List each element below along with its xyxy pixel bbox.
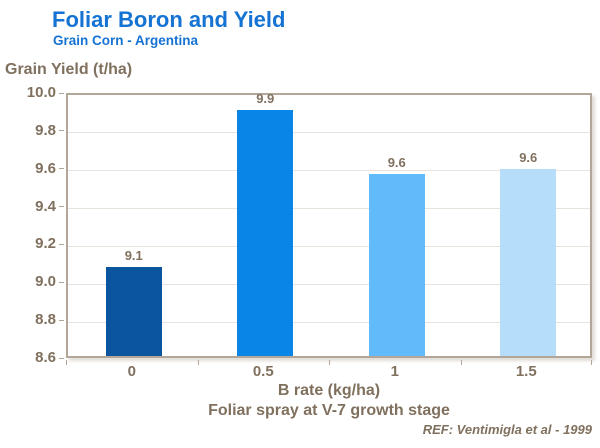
reference-note: REF: Ventimigla et al - 1999 (422, 422, 592, 437)
bar (237, 109, 294, 356)
bar-value-label: 9.6 (387, 155, 406, 171)
y-tick-label: 8.8 (35, 311, 56, 329)
x-tick-mark (591, 360, 592, 365)
y-tick-label: 9.0 (35, 273, 56, 291)
chart-subtitle: Grain Corn - Argentina (53, 33, 199, 48)
x-tick-mark (460, 360, 462, 365)
x-axis-title: B rate (kg/ha) (277, 382, 381, 399)
x-tick-label: 1.5 (515, 363, 537, 380)
bar-value-label: 9.6 (519, 149, 538, 165)
y-tick-mark (59, 319, 64, 321)
x-tick-mark (66, 360, 67, 365)
y-tick-mark (59, 357, 64, 359)
y-tick-mark (59, 92, 64, 94)
y-tick-mark (59, 206, 64, 208)
y-tick-label: 10.0 (26, 84, 56, 101)
x-tick-label: 1 (390, 363, 399, 380)
y-tick-label: 8.6 (35, 349, 56, 366)
bar (500, 168, 557, 356)
gridline (68, 283, 590, 285)
x-tick-label: 0 (127, 363, 136, 380)
x-tick-mark (329, 360, 330, 365)
y-tick-label: 9.2 (35, 235, 56, 253)
y-tick-mark (59, 281, 64, 283)
bar-value-label: 9.1 (124, 248, 143, 264)
x-tick-mark (197, 360, 199, 365)
y-tick-label: 9.8 (35, 121, 56, 139)
y-axis-title: Grain Yield (t/ha) (5, 61, 133, 78)
y-tick-mark (59, 130, 64, 132)
x-tick-label: 0.5 (252, 363, 274, 380)
plot-area: 9.1 9.9 9.6 9.6 (66, 90, 592, 358)
bar (368, 174, 425, 356)
gridline (68, 208, 590, 210)
bar-value-label: 9.9 (256, 90, 275, 106)
y-tick-label: 9.6 (35, 159, 56, 177)
gridline (68, 170, 590, 172)
gridline (68, 321, 590, 323)
gridline (68, 245, 590, 247)
chart-title: Foliar Boron and Yield (52, 7, 286, 32)
y-tick-mark (59, 243, 64, 245)
y-tick-mark (59, 168, 64, 170)
y-tick-label: 9.4 (35, 197, 56, 215)
bar (105, 267, 162, 356)
x-axis-subtitle: Foliar spray at V-7 growth stage (208, 402, 450, 419)
gridline (68, 132, 590, 134)
